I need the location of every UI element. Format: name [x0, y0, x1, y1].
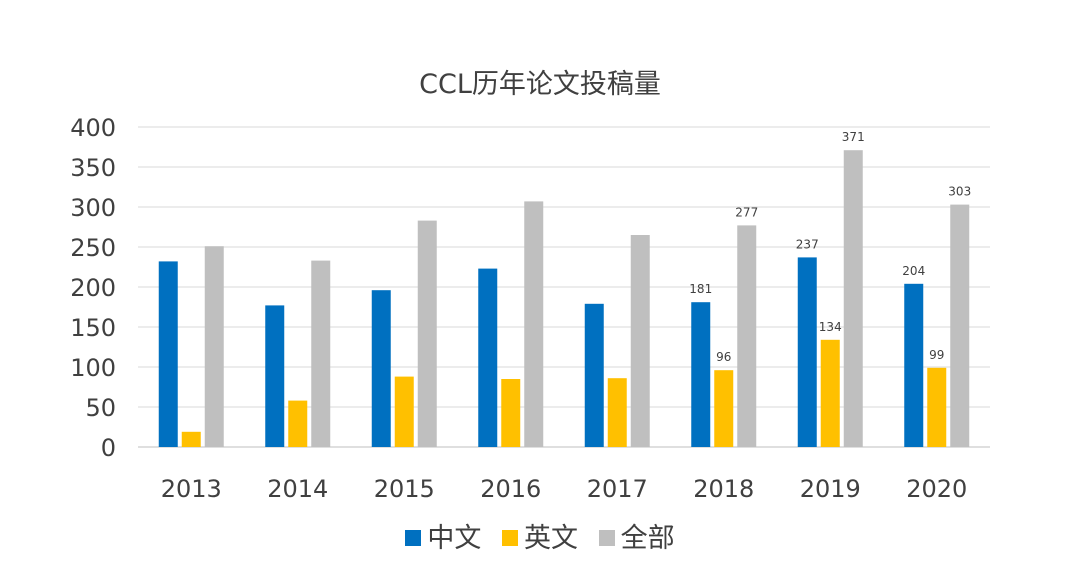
y-tick-label: 50 — [85, 394, 116, 422]
legend-swatch-english — [502, 529, 518, 546]
data-label: 204 — [902, 264, 925, 278]
bar-2014-1 — [288, 400, 308, 447]
data-label: 134 — [819, 320, 842, 334]
bar-2019-2 — [843, 150, 863, 447]
bar-2016-2 — [524, 201, 544, 447]
legend: 中文 英文 全部 — [0, 516, 1080, 555]
bar-2015-1 — [394, 376, 414, 447]
bar-2013-2 — [204, 246, 224, 447]
bar-2018-1 — [714, 370, 734, 447]
bar-2016-1 — [501, 379, 521, 447]
data-label: 96 — [716, 350, 731, 364]
x-tick-label: 2016 — [480, 475, 541, 503]
bar-2013-1 — [181, 431, 201, 447]
x-tick-label: 2019 — [800, 475, 861, 503]
bar-2018-0 — [691, 302, 711, 447]
data-label: 237 — [796, 237, 819, 251]
bar-2020-2 — [950, 204, 970, 447]
y-tick-label: 400 — [70, 114, 116, 142]
legend-item-chinese: 中文 — [405, 516, 481, 555]
bar-2016-0 — [478, 268, 498, 447]
bar-2017-0 — [584, 303, 604, 447]
data-label: 99 — [929, 348, 944, 362]
bar-2019-0 — [797, 257, 817, 447]
legend-label-english: 英文 — [524, 523, 578, 554]
y-tick-label: 0 — [101, 434, 116, 462]
y-tick-label: 150 — [70, 314, 116, 342]
x-tick-label: 2013 — [161, 475, 222, 503]
bar-2019-1 — [820, 339, 840, 447]
x-tick-label: 2017 — [587, 475, 648, 503]
bar-2015-2 — [417, 220, 437, 447]
x-tick-label: 2015 — [374, 475, 435, 503]
data-label: 371 — [842, 130, 865, 144]
y-tick-label: 200 — [70, 274, 116, 302]
legend-label-total: 全部 — [620, 523, 675, 554]
bar-2014-2 — [311, 260, 331, 447]
bar-2020-0 — [904, 283, 924, 447]
bar-2014-0 — [265, 305, 285, 447]
bar-2017-1 — [607, 378, 627, 447]
legend-item-english: 英文 — [502, 516, 578, 555]
x-tick-label: 2018 — [693, 475, 754, 503]
data-label: 181 — [689, 282, 712, 296]
legend-label-chinese: 中文 — [427, 523, 482, 554]
y-tick-label: 100 — [70, 354, 116, 382]
legend-item-total: 全部 — [598, 516, 675, 555]
bar-2013-0 — [158, 261, 178, 447]
legend-swatch-chinese — [405, 529, 422, 546]
chart-title: CCL历年论文投稿量 — [419, 69, 661, 100]
legend-swatch-total — [598, 529, 615, 546]
x-tick-label: 2020 — [906, 475, 967, 503]
bar-2017-2 — [630, 235, 650, 447]
bar-2018-2 — [737, 225, 757, 447]
bar-2015-0 — [371, 290, 391, 447]
x-tick-label: 2014 — [267, 475, 328, 503]
bar-2020-1 — [927, 367, 947, 447]
data-label: 303 — [948, 185, 971, 199]
y-tick-label: 350 — [70, 154, 116, 182]
y-tick-label: 250 — [70, 234, 116, 262]
y-tick-label: 300 — [70, 194, 116, 222]
data-label: 277 — [735, 205, 758, 219]
